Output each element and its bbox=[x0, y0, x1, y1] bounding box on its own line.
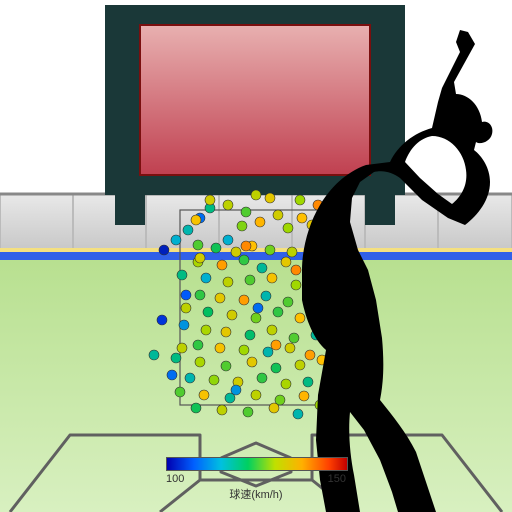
colorbar-tick-max: 150 bbox=[328, 473, 346, 485]
pitch-point bbox=[291, 280, 301, 290]
pitch-point bbox=[283, 223, 293, 233]
pitch-point bbox=[251, 390, 261, 400]
pitch-point bbox=[171, 353, 181, 363]
pitch-point bbox=[241, 207, 251, 217]
pitch-point bbox=[271, 340, 281, 350]
pitch-point bbox=[239, 255, 249, 265]
pitch-point bbox=[181, 290, 191, 300]
pitch-point bbox=[157, 315, 167, 325]
pitch-point bbox=[267, 325, 277, 335]
pitch-point bbox=[209, 375, 219, 385]
pitch-point bbox=[283, 297, 293, 307]
pitch-point bbox=[191, 215, 201, 225]
pitch-point bbox=[205, 195, 215, 205]
pitch-point bbox=[273, 210, 283, 220]
pitch-point bbox=[295, 313, 305, 323]
pitch-point bbox=[177, 270, 187, 280]
pitch-point bbox=[239, 295, 249, 305]
pitch-point bbox=[241, 241, 251, 251]
pitch-point bbox=[251, 190, 261, 200]
stadium-scene bbox=[0, 0, 512, 512]
pitch-point bbox=[261, 291, 271, 301]
pitch-point bbox=[191, 403, 201, 413]
pitch-point bbox=[231, 385, 241, 395]
pitch-point bbox=[217, 405, 227, 415]
colorbar-gradient bbox=[166, 457, 348, 471]
pitch-point bbox=[185, 373, 195, 383]
pitch-point bbox=[181, 303, 191, 313]
pitch-point bbox=[195, 253, 205, 263]
pitch-point bbox=[247, 357, 257, 367]
pitch-point bbox=[253, 303, 263, 313]
pitch-point bbox=[221, 361, 231, 371]
pitch-point bbox=[195, 290, 205, 300]
pitch-point bbox=[295, 360, 305, 370]
pitch-point bbox=[223, 200, 233, 210]
colorbar-tick-min: 100 bbox=[166, 473, 184, 485]
pitch-point bbox=[305, 350, 315, 360]
pitch-point bbox=[237, 221, 247, 231]
pitch-point bbox=[195, 357, 205, 367]
pitch-point bbox=[223, 277, 233, 287]
pitch-point bbox=[221, 327, 231, 337]
pitch-point bbox=[245, 275, 255, 285]
pitch-point bbox=[171, 235, 181, 245]
pitch-point bbox=[183, 225, 193, 235]
pitch-point bbox=[245, 330, 255, 340]
pitch-point bbox=[281, 257, 291, 267]
pitch-point bbox=[149, 350, 159, 360]
pitch-point bbox=[223, 235, 233, 245]
pitch-point bbox=[215, 343, 225, 353]
pitch-point bbox=[243, 407, 253, 417]
pitch-point bbox=[199, 390, 209, 400]
pitch-point bbox=[303, 377, 313, 387]
pitch-point bbox=[211, 243, 221, 253]
scoreboard-screen bbox=[140, 25, 370, 175]
pitch-point bbox=[217, 260, 227, 270]
pitch-point bbox=[265, 193, 275, 203]
pitch-point bbox=[297, 213, 307, 223]
pitch-point bbox=[287, 247, 297, 257]
pitch-point bbox=[285, 343, 295, 353]
pitch-point bbox=[193, 340, 203, 350]
pitch-point bbox=[267, 273, 277, 283]
pitch-point bbox=[167, 370, 177, 380]
pitch-point bbox=[175, 387, 185, 397]
colorbar-legend: 100 150 球速(km/h) bbox=[166, 457, 346, 502]
pitch-point bbox=[263, 347, 273, 357]
pitch-point bbox=[193, 240, 203, 250]
pitch-point bbox=[251, 313, 261, 323]
pitch-point bbox=[257, 263, 267, 273]
pitch-point bbox=[289, 333, 299, 343]
pitch-point bbox=[255, 217, 265, 227]
pitch-point bbox=[203, 307, 213, 317]
pitch-point bbox=[271, 363, 281, 373]
pitch-point bbox=[159, 245, 169, 255]
pitch-point bbox=[179, 320, 189, 330]
pitch-point bbox=[215, 293, 225, 303]
pitch-point bbox=[201, 325, 211, 335]
pitch-point bbox=[239, 345, 249, 355]
pitch-point bbox=[295, 195, 305, 205]
pitch-point bbox=[269, 403, 279, 413]
pitch-point bbox=[177, 343, 187, 353]
pitch-point bbox=[231, 247, 241, 257]
pitch-point bbox=[227, 310, 237, 320]
colorbar-ticks: 100 150 bbox=[166, 473, 346, 485]
pitch-point bbox=[265, 245, 275, 255]
pitch-point bbox=[291, 265, 301, 275]
pitch-point bbox=[293, 409, 303, 419]
colorbar-label: 球速(km/h) bbox=[166, 486, 346, 502]
pitch-point bbox=[257, 373, 267, 383]
pitch-point bbox=[273, 307, 283, 317]
pitch-point bbox=[299, 391, 309, 401]
pitch-point bbox=[281, 379, 291, 389]
pitch-location-chart: 100 150 球速(km/h) bbox=[0, 0, 512, 512]
pitch-point bbox=[201, 273, 211, 283]
